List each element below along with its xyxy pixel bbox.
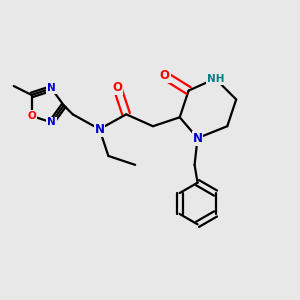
Text: N: N (47, 117, 56, 128)
Text: N: N (94, 123, 104, 136)
Text: N: N (193, 132, 202, 145)
Text: NH: NH (207, 74, 224, 84)
Text: O: O (160, 69, 170, 82)
Text: O: O (112, 81, 122, 94)
Text: O: O (27, 111, 36, 121)
Text: N: N (47, 83, 56, 94)
